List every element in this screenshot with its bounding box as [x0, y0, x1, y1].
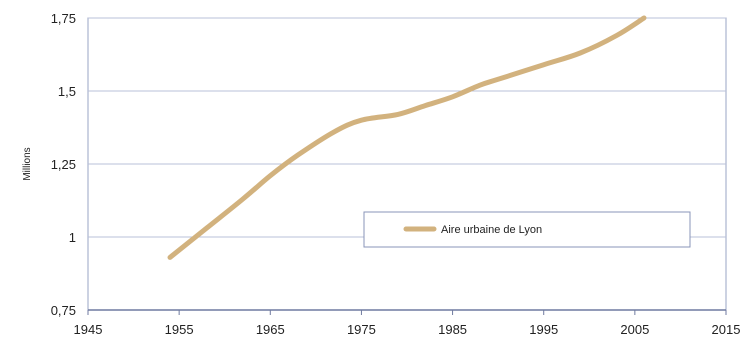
- x-tick-label: 1945: [74, 322, 103, 337]
- series-group: [167, 15, 647, 260]
- y-tick-label: 1: [69, 230, 76, 245]
- x-tick-label: 2005: [620, 322, 649, 337]
- legend-label: Aire urbaine de Lyon: [441, 224, 542, 236]
- y-axis-ticks: 0,75 1 1,25 1,5 1,75: [51, 11, 76, 318]
- x-axis-ticks: 1945 1955 1965 1975 1985 1995 2005 2015: [74, 310, 741, 337]
- legend: Aire urbaine de Lyon: [363, 211, 691, 248]
- y-tick-label: 1,75: [51, 11, 76, 26]
- x-tick-label: 1985: [438, 322, 467, 337]
- y-tick-label: 1,5: [58, 84, 76, 99]
- x-tick-label: 2015: [712, 322, 741, 337]
- x-tick-label: 1995: [529, 322, 558, 337]
- series-line: [167, 15, 647, 260]
- x-tick-label: 1965: [256, 322, 285, 337]
- x-tick-label: 1975: [347, 322, 376, 337]
- y-axis-label: Millions: [22, 147, 33, 180]
- x-tick-label: 1955: [165, 322, 194, 337]
- y-tick-label: 1,25: [51, 157, 76, 172]
- y-tick-label: 0,75: [51, 303, 76, 318]
